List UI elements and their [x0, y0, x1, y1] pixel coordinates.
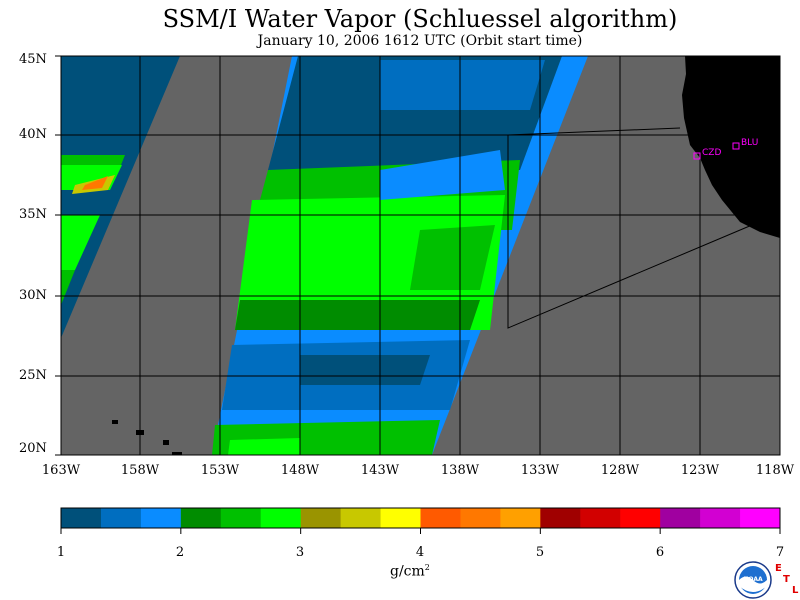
colorbar-swatch [460, 508, 501, 528]
lat-label-30n: 30N [19, 288, 47, 303]
california-coast [682, 56, 780, 238]
colorbar-swatch [580, 508, 621, 528]
colorbar-swatch [220, 508, 262, 528]
colorbar-swatch [140, 508, 182, 528]
colorbar-label-7: 7 [775, 545, 785, 560]
lon-label-148w: 148W [280, 463, 320, 478]
lon-label-163w: 163W [41, 463, 81, 478]
lon-label-133w: 133W [520, 463, 560, 478]
west-swath [61, 56, 180, 338]
station-blu-marker [732, 142, 740, 150]
lon-label-158w: 158W [120, 463, 160, 478]
colorbar-swatch [500, 508, 541, 528]
colorbar-label-3: 3 [295, 545, 305, 560]
middle-swath [212, 56, 588, 455]
etl-letter-e: E [775, 563, 782, 574]
station-czd-marker [693, 152, 701, 160]
colorbar-label-5: 5 [535, 545, 545, 560]
colorbar-label-1: 1 [56, 545, 66, 560]
colorbar-swatch [700, 508, 741, 528]
noaa-logo: NOAA [734, 561, 772, 599]
colorbar-label-6: 6 [655, 545, 665, 560]
lat-label-40n: 40N [19, 127, 47, 142]
station-blu-label: BLU [741, 138, 759, 148]
colorbar-swatch [660, 508, 701, 528]
map-title: SSM/I Water Vapor (Schluessel algorithm) [162, 5, 678, 33]
lat-label-45n: 45N [19, 52, 47, 67]
map-area [61, 56, 780, 455]
map-subtitle: January 10, 2006 1612 UTC (Orbit start t… [257, 33, 583, 49]
colorbar-label-4: 4 [415, 545, 425, 560]
colorbar-swatch [420, 508, 461, 528]
lat-label-20n: 20N [19, 441, 47, 456]
lon-label-128w: 128W [600, 463, 640, 478]
lon-label-123w: 123W [680, 463, 720, 478]
study-region-outline [507, 127, 681, 136]
lon-label-118w: 118W [755, 463, 795, 478]
lat-label-25n: 25N [19, 368, 47, 383]
lat-label-35n: 35N [19, 207, 47, 222]
map-frame [60, 55, 781, 456]
colorbar-swatch [100, 508, 142, 528]
noaa-logo-text: NOAA [743, 576, 763, 583]
colorbar-units: g/cm2 [390, 563, 430, 580]
lon-label-153w: 153W [200, 463, 240, 478]
colorbar-swatch [180, 508, 222, 528]
colorbar-label-2: 2 [175, 545, 185, 560]
graticule [61, 56, 780, 455]
station-czd-label: CZD [702, 148, 722, 158]
colorbar-swatch [620, 508, 661, 528]
colorbar-swatch [260, 508, 302, 528]
lon-label-143w: 143W [360, 463, 400, 478]
colorbar-swatch [340, 508, 382, 528]
etl-letter-t: T [783, 574, 790, 585]
colorbar-swatch [540, 508, 581, 528]
colorbar-swatch [61, 508, 102, 528]
colorbar [60, 507, 781, 534]
colorbar-swatch [300, 508, 342, 528]
etl-letter-l: L [792, 585, 799, 596]
colorbar-swatch [740, 508, 781, 528]
lon-label-138w: 138W [440, 463, 480, 478]
colorbar-swatch [380, 508, 421, 528]
